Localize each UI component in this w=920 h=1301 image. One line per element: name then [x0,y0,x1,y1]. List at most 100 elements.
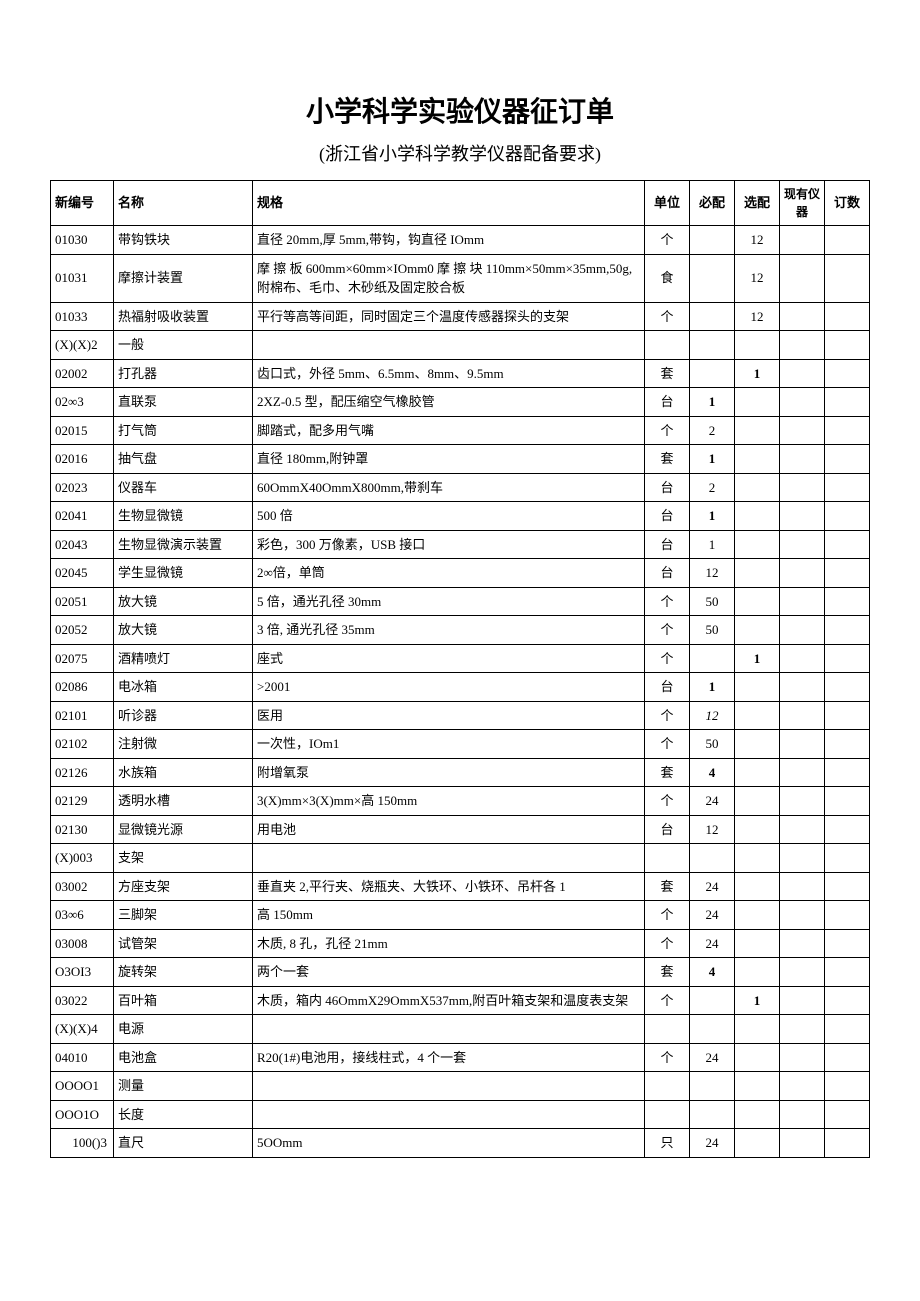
cell-order [825,254,870,302]
cell-name: 直联泵 [114,388,253,417]
cell-name: 酒精喷灯 [114,644,253,673]
cell-existing [780,673,825,702]
table-row: 02015打气筒脚踏式，配多用气嘴个2 [51,416,870,445]
cell-name: 方座支架 [114,872,253,901]
table-row: 02002打孔器齿口式，外径 5mm、6.5mm、8mm、9.5mm套1 [51,359,870,388]
cell-id: 01031 [51,254,114,302]
cell-optional [735,616,780,645]
cell-optional [735,587,780,616]
cell-optional [735,730,780,759]
cell-spec: 垂直夹 2,平行夹、烧瓶夹、大铁环、小铁环、吊杆各 1 [253,872,645,901]
cell-order [825,226,870,255]
cell-name: 长度 [114,1100,253,1129]
table-row: (X)(X)4电源 [51,1015,870,1044]
cell-name: 注射微 [114,730,253,759]
cell-unit [645,1015,690,1044]
cell-required: 24 [690,872,735,901]
cell-required: 1 [690,530,735,559]
cell-name: 测量 [114,1072,253,1101]
cell-existing [780,1129,825,1158]
cell-id: 02041 [51,502,114,531]
cell-id: 02002 [51,359,114,388]
cell-existing [780,473,825,502]
cell-required: 1 [690,502,735,531]
cell-order [825,901,870,930]
cell-unit: 个 [645,901,690,930]
cell-unit: 套 [645,445,690,474]
cell-existing [780,331,825,360]
cell-name: 透明水槽 [114,787,253,816]
cell-required [690,1100,735,1129]
cell-spec: 木质, 8 孔，孔径 21mm [253,929,645,958]
table-row: 01033热福射吸收装置平行等高等间距，同时固定三个温度传感器探头的支架个12 [51,302,870,331]
table-body: 01030带钩铁块直径 20mm,厚 5mm,带钩，钩直径 IOmm个12010… [51,226,870,1158]
cell-existing [780,787,825,816]
cell-name: 摩擦计装置 [114,254,253,302]
table-row: 02023仪器车60OmmX40OmmX800mm,带刹车台2 [51,473,870,502]
cell-id: 04010 [51,1043,114,1072]
cell-required [690,986,735,1015]
table-row: 04010电池盒R20(1#)电池用，接线柱式，4 个一套个24 [51,1043,870,1072]
cell-id: 02023 [51,473,114,502]
cell-order [825,787,870,816]
table-row: 02086电冰箱>2001台1 [51,673,870,702]
cell-required: 1 [690,388,735,417]
cell-id: 01033 [51,302,114,331]
cell-optional [735,929,780,958]
cell-order [825,587,870,616]
cell-name: 仪器车 [114,473,253,502]
cell-id: 02052 [51,616,114,645]
cell-name: 热福射吸收装置 [114,302,253,331]
cell-spec: 5OOmm [253,1129,645,1158]
cell-unit: 个 [645,787,690,816]
cell-spec: 齿口式，外径 5mm、6.5mm、8mm、9.5mm [253,359,645,388]
col-have: 现有仪器 [780,181,825,226]
cell-id: 02130 [51,815,114,844]
cell-unit: 套 [645,872,690,901]
cell-name: 生物显微演示装置 [114,530,253,559]
table-row: 02130显微镜光源用电池台12 [51,815,870,844]
cell-spec: 2∞倍，单筒 [253,559,645,588]
cell-unit [645,1100,690,1129]
cell-existing [780,929,825,958]
cell-name: 学生显微镜 [114,559,253,588]
cell-name: 带钩铁块 [114,226,253,255]
cell-order [825,1129,870,1158]
cell-required [690,1015,735,1044]
cell-required: 24 [690,901,735,930]
cell-spec: 高 150mm [253,901,645,930]
cell-required: 50 [690,730,735,759]
cell-unit: 套 [645,758,690,787]
cell-existing [780,644,825,673]
cell-required: 50 [690,616,735,645]
cell-spec: >2001 [253,673,645,702]
cell-unit [645,1072,690,1101]
cell-spec: 座式 [253,644,645,673]
cell-existing [780,844,825,873]
equipment-table: 新编号 名称 规格 单位 必配 选配 现有仪器 订数 01030带钩铁块直径 2… [50,180,870,1158]
cell-id: (X)003 [51,844,114,873]
cell-name: 听诊器 [114,701,253,730]
cell-order [825,929,870,958]
table-row: 03∞6三脚架高 150mm个24 [51,901,870,930]
cell-optional [735,416,780,445]
table-row: 02129透明水槽3(X)mm×3(X)mm×高 150mm个24 [51,787,870,816]
page-subtitle: (浙江省小学科学教学仪器配备要求) [50,140,870,166]
cell-order [825,359,870,388]
cell-spec [253,1072,645,1101]
table-row: 02045学生显微镜2∞倍，单筒台12 [51,559,870,588]
cell-optional [735,815,780,844]
cell-name: 旋转架 [114,958,253,987]
table-row: 01031摩擦计装置摩 擦 板 600mm×60mm×IOmm0 摩 擦 块 1… [51,254,870,302]
cell-spec: 彩色，300 万像素，USB 接口 [253,530,645,559]
cell-id: 02075 [51,644,114,673]
cell-existing [780,359,825,388]
cell-required: 24 [690,787,735,816]
cell-order [825,416,870,445]
cell-id: 02∞3 [51,388,114,417]
cell-name: 百叶箱 [114,986,253,1015]
cell-existing [780,226,825,255]
cell-required [690,226,735,255]
cell-order [825,445,870,474]
cell-existing [780,1100,825,1129]
